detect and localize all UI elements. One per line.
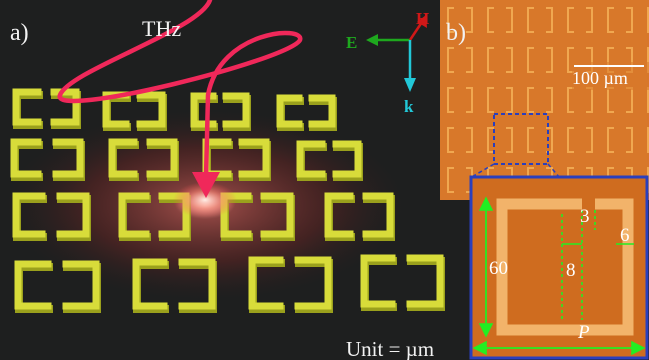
k-vector-label: k — [404, 97, 414, 116]
gap-dimension: 3 — [580, 206, 590, 227]
beam-hotspot — [173, 182, 237, 218]
split-ring — [496, 198, 634, 336]
field-axes: E H k — [346, 9, 429, 116]
e-field-label: E — [346, 33, 357, 52]
unit-note: Unit = µm — [346, 337, 434, 360]
micrograph-array — [440, 0, 649, 200]
thz-beam — [57, 0, 303, 198]
width-dimension: 6 — [620, 225, 630, 246]
selected-unit-outline — [493, 113, 549, 165]
panel-b-label: b) — [446, 20, 466, 46]
scale-bar-label: 100 µm — [572, 68, 628, 88]
h-field-label: H — [416, 9, 429, 28]
period-label: P — [577, 322, 590, 343]
gap-offset-dimension: 8 — [566, 260, 576, 281]
thz-label: THz — [142, 16, 181, 41]
panel-a-label: a) — [10, 20, 29, 46]
unit-cell-inset: 3 6 60 8 P — [469, 175, 649, 360]
panel-a: a) THz E H k Unit = µm — [5, 0, 445, 360]
side-dimension: 60 — [489, 258, 508, 279]
panel-b: 100 µm b) — [440, 0, 649, 200]
